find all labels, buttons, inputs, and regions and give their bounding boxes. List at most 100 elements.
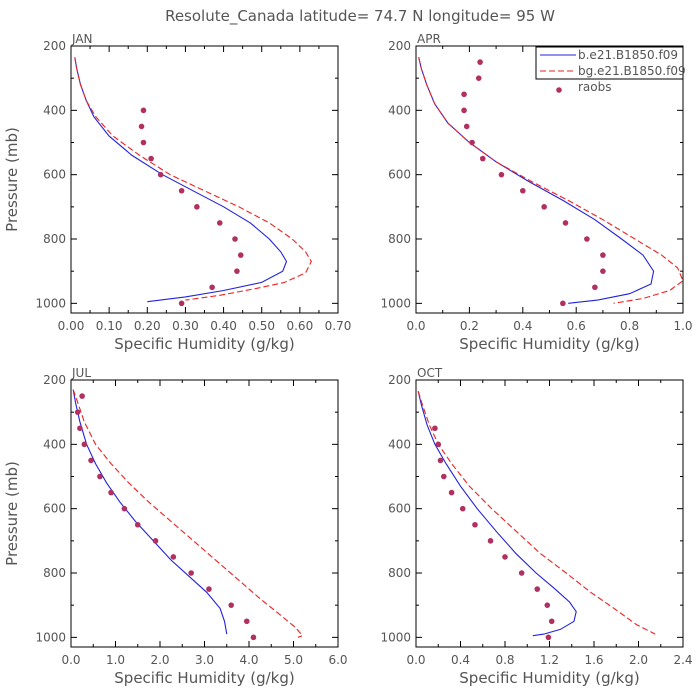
- raobs-point: [441, 473, 447, 480]
- legend-label: raobs: [578, 80, 612, 94]
- x-axis-label: Specific Humidity (g/kg): [459, 335, 639, 353]
- x-tick-label: 2.0: [629, 653, 648, 667]
- x-tick-label: 0.10: [96, 319, 123, 333]
- raobs-point: [461, 107, 467, 114]
- y-tick-label: 600: [388, 168, 411, 182]
- raobs-point: [206, 586, 212, 592]
- y-tick-label: 800: [43, 232, 66, 246]
- legend-box: [535, 46, 684, 80]
- x-tick-label: 0.8: [495, 653, 514, 667]
- raobs-point: [209, 284, 215, 291]
- y-tick-label: 200: [43, 39, 66, 53]
- raobs-point: [584, 236, 590, 242]
- x-tick-label: 1.2: [540, 653, 559, 667]
- series-line-b: [74, 57, 288, 303]
- plot-frame: [70, 379, 339, 648]
- raobs-point: [600, 252, 606, 258]
- raobs-point: [108, 489, 114, 496]
- y-tick-label: 200: [388, 373, 411, 387]
- raobs-point: [79, 393, 85, 399]
- figure-title: Resolute_Canada latitude= 74.7 N longitu…: [165, 7, 555, 26]
- raobs-point: [461, 91, 467, 98]
- x-tick-label: 1.0: [673, 319, 692, 333]
- raobs-point: [170, 554, 177, 560]
- y-axis-label: Pressure (mb): [3, 127, 21, 232]
- panel-jul: JUL 0.0 1.0 2.0 3.0 4.0 5.0 6.0 200 400 600 800 1000…: [3, 366, 348, 687]
- raobs-point: [140, 139, 147, 146]
- raobs-point: [472, 521, 478, 528]
- series-raobs: [432, 425, 555, 641]
- x-tick-label: 0.2: [460, 319, 479, 333]
- plot-frame: [415, 379, 684, 648]
- y-tick-label: 600: [388, 502, 411, 516]
- series-line-b: [72, 389, 228, 635]
- y-tick-label: 200: [43, 373, 66, 387]
- raobs-point: [545, 634, 552, 641]
- raobs-point: [518, 570, 525, 576]
- x-axis-label: Specific Humidity (g/kg): [114, 669, 294, 687]
- x-tick-label: 0.60: [286, 319, 313, 333]
- y-axis-label: Pressure (mb): [3, 461, 21, 566]
- raobs-point: [487, 538, 494, 544]
- x-tick-label: 0.4: [451, 653, 470, 667]
- raobs-point: [498, 171, 505, 178]
- x-tick-label: 5.0: [284, 653, 303, 667]
- y-tick-label: 600: [43, 168, 66, 182]
- y-tick-label: 400: [388, 103, 411, 117]
- x-tick-label: 1.0: [106, 653, 125, 667]
- x-tick-label: 0.70: [325, 319, 352, 333]
- raobs-point: [475, 75, 482, 81]
- y-tick-label: 1000: [380, 630, 411, 644]
- raobs-point: [148, 155, 154, 162]
- panel-jan: JAN 0.00 0.10 0.20 0.30 0.40 0.50 0.60 0.70 200 40…: [3, 32, 351, 353]
- x-tick-label: 4.0: [239, 653, 258, 667]
- raobs-point: [243, 618, 250, 625]
- panel-title: JAN: [71, 32, 93, 46]
- raobs-point: [234, 268, 240, 274]
- y-tick-label: 400: [388, 437, 411, 451]
- panel-title: OCT: [417, 366, 443, 380]
- y-tick-label: 800: [43, 566, 66, 580]
- raobs-point: [152, 538, 159, 544]
- x-tick-label: 3.0: [195, 653, 214, 667]
- raobs-point: [74, 409, 81, 415]
- series-line-bg: [418, 57, 683, 304]
- raobs-point: [178, 300, 185, 307]
- raobs-point: [544, 602, 551, 608]
- raobs-point: [592, 284, 598, 291]
- raobs-point: [502, 554, 508, 560]
- raobs-point: [437, 457, 444, 464]
- legend: b.e21.B1850.f09 bg.e21.B1850.f09 raobs: [535, 46, 686, 94]
- x-tick-label: 1.6: [584, 653, 603, 667]
- raobs-point: [469, 139, 475, 146]
- raobs-point: [138, 123, 145, 130]
- x-tick-label: 0.30: [172, 319, 199, 333]
- legend-label: bg.e21.B1850.f09: [578, 64, 686, 78]
- series-line-bg: [72, 389, 304, 638]
- raobs-point: [562, 220, 569, 226]
- raobs-point: [81, 441, 88, 448]
- y-tick-label: 1000: [380, 296, 411, 310]
- raobs-point: [216, 220, 223, 226]
- raobs-point: [600, 268, 606, 274]
- raobs-point: [463, 123, 470, 130]
- raobs-point: [194, 204, 200, 210]
- x-tick-label: 2.0: [150, 653, 169, 667]
- raobs-point: [88, 457, 94, 464]
- raobs-point: [157, 171, 164, 178]
- panel-title: APR: [417, 32, 441, 46]
- raobs-point: [237, 252, 244, 258]
- x-tick-label: 0.00: [58, 319, 85, 333]
- raobs-point: [178, 187, 185, 194]
- raobs-point: [77, 425, 83, 432]
- panel-title: JUL: [71, 366, 91, 380]
- x-tick-label: 0.20: [134, 319, 161, 333]
- panel-oct: OCT 0.0 0.4 0.8 1.2 1.6 2.0 2.4 200 400 600 800 1000…: [380, 366, 692, 687]
- x-tick-label: 0.8: [620, 319, 639, 333]
- x-tick-label: 0.6: [567, 319, 586, 333]
- raobs-point: [134, 521, 141, 528]
- y-tick-label: 200: [388, 39, 411, 53]
- raobs-point: [534, 586, 541, 592]
- legend-label: b.e21.B1850.f09: [578, 48, 678, 62]
